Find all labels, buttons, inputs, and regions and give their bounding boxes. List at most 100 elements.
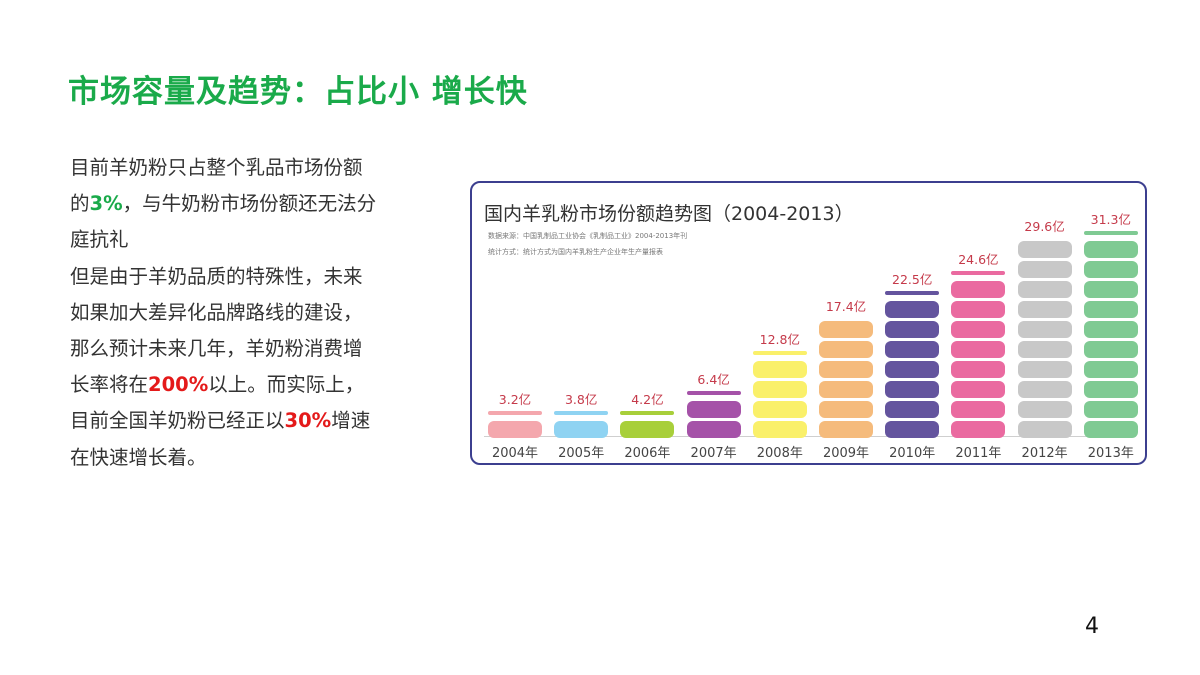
- bar-value-label: 6.4亿: [697, 372, 730, 387]
- bar-block: [686, 421, 741, 438]
- bar-block: [1017, 341, 1072, 358]
- bar-block: [951, 421, 1006, 438]
- bar-stack: [752, 358, 807, 438]
- body-line: 长率将在200%以上。而实际上，: [70, 367, 430, 403]
- bar-block: [1017, 261, 1072, 278]
- bar-block: [819, 421, 873, 438]
- bar-cap: [554, 411, 609, 415]
- bar-stack: [819, 318, 873, 438]
- chart-baseline: [484, 436, 1136, 437]
- bar-block: [1017, 401, 1072, 418]
- bar-block: [885, 301, 940, 318]
- body-line: 但是由于羊奶品质的特殊性，未来: [70, 259, 430, 295]
- bar-block: [819, 341, 873, 358]
- bar-block: [752, 401, 807, 418]
- bar-value-label: 22.5亿: [892, 272, 933, 287]
- bar-block: [885, 321, 940, 338]
- bar-block: [1083, 361, 1138, 378]
- text-segment: ，与牛奶粉市场份额还无法分: [122, 192, 377, 216]
- chart-source-note: 数据来源：中国乳制品工业协会《乳制品工业》2004-2013年刊: [488, 232, 688, 240]
- bar-block: [554, 421, 609, 438]
- bar-2010年: 22.5亿: [885, 269, 940, 438]
- body-line: 如果加大差异化品牌路线的建设，: [70, 295, 430, 331]
- bar-value-label: 29.6亿: [1024, 219, 1065, 234]
- bar-block: [1083, 261, 1138, 278]
- text-segment: 的: [70, 192, 90, 216]
- bar-block: [1083, 341, 1138, 358]
- highlight-figure: 3%: [89, 192, 123, 216]
- bar-value-label: 4.2亿: [631, 392, 664, 407]
- bar-2013年: 31.3亿: [1083, 209, 1138, 438]
- x-axis-label: 2011年: [955, 446, 1002, 461]
- bar-block: [686, 401, 741, 418]
- bar-block: [1083, 301, 1138, 318]
- highlight-figure: 30%: [284, 409, 332, 433]
- body-line: 在快速增长着。: [70, 440, 430, 476]
- x-axis-label: 2007年: [690, 446, 737, 461]
- text-segment: 那么预计未来几年，羊奶粉消费增: [70, 337, 363, 361]
- bar-stack: [1017, 238, 1072, 438]
- bar-2005年: 3.8亿: [554, 389, 609, 438]
- x-axis-label: 2008年: [756, 446, 803, 461]
- bar-2008年: 12.8亿: [752, 329, 807, 438]
- chart-image: 国内羊乳粉市场份额趋势图（2004-2013） 数据来源：中国乳制品工业协会《乳…: [470, 181, 1147, 465]
- bar-block: [951, 321, 1006, 338]
- bar-cap: [686, 391, 741, 395]
- bar-value-label: 24.6亿: [958, 252, 999, 267]
- bar-cap: [951, 271, 1006, 275]
- bar-block: [885, 421, 940, 438]
- text-segment: 目前全国羊奶粉已经正以: [70, 409, 285, 433]
- highlight-figure: 200%: [148, 373, 209, 397]
- bar-value-label: 17.4亿: [825, 299, 867, 314]
- bar-2004年: 3.2亿: [488, 389, 542, 438]
- bar-block: [885, 401, 940, 418]
- bar-block: [752, 381, 807, 398]
- bar-stack: [686, 398, 741, 438]
- x-axis-label: 2004年: [491, 446, 539, 461]
- bar-block: [1017, 321, 1072, 338]
- text-segment: 如果加大差异化品牌路线的建设，: [70, 300, 363, 324]
- bar-block: [1083, 381, 1138, 398]
- bar-block: [885, 381, 940, 398]
- bar-block: [1083, 281, 1138, 298]
- bar-stack: [951, 278, 1006, 438]
- bar-block: [620, 421, 675, 438]
- bar-block: [951, 341, 1006, 358]
- x-axis-label: 2013年: [1087, 446, 1134, 461]
- bar-block: [1017, 361, 1072, 378]
- bar-cap: [885, 291, 940, 295]
- bar-value-label: 31.3亿: [1090, 212, 1131, 227]
- bar-stack: [885, 298, 940, 438]
- bar-block: [1017, 241, 1072, 258]
- bar-stack: [554, 418, 609, 438]
- text-segment: 以上。而实际上，: [208, 373, 365, 397]
- bar-stack: [488, 418, 542, 438]
- body-line: 目前羊奶粉只占整个乳品市场份额: [70, 150, 430, 186]
- body-line: 庭抗礼: [70, 222, 430, 258]
- text-segment: 但是由于羊奶品质的特殊性，未来: [70, 264, 363, 288]
- chart-method-note: 统计方式：统计方式为国内羊乳粉生产企业年生产量报表: [488, 248, 663, 256]
- slide-title: 市场容量及趋势：占比小 增长快: [68, 74, 528, 110]
- bar-block: [951, 401, 1006, 418]
- bar-block: [1083, 241, 1138, 258]
- body-line: 的3%，与牛奶粉市场份额还无法分: [70, 186, 430, 222]
- text-segment: 长率将在: [70, 373, 149, 397]
- bar-2012年: 29.6亿: [1017, 216, 1072, 438]
- body-text: 目前羊奶粉只占整个乳品市场份额 的3%，与牛奶粉市场份额还无法分 庭抗礼 但是由于羊奶…: [70, 150, 430, 476]
- text-segment: 目前羊奶粉只占整个乳品市场份额: [70, 156, 363, 179]
- bar-2006年: 4.2亿: [620, 389, 675, 438]
- bar-stack: [620, 418, 675, 438]
- bar-block: [885, 361, 940, 378]
- chart-plot-area: 3.2亿 2004年 3.8亿 2005年 4.2亿 2006年 6.4亿 2007年 12.8…: [480, 183, 1140, 463]
- x-axis-label: 2006年: [624, 446, 671, 461]
- bar-value-label: 12.8亿: [759, 332, 800, 347]
- bar-block: [752, 421, 807, 438]
- bar-2009年: 17.4亿: [819, 296, 873, 438]
- bar-block: [1017, 381, 1072, 398]
- bar-2011年: 24.6亿: [951, 249, 1006, 438]
- bar-block: [951, 361, 1006, 378]
- bar-value-label: 3.8亿: [564, 392, 598, 407]
- bar-block: [951, 281, 1006, 298]
- bar-cap: [620, 411, 675, 415]
- bar-block: [488, 421, 542, 438]
